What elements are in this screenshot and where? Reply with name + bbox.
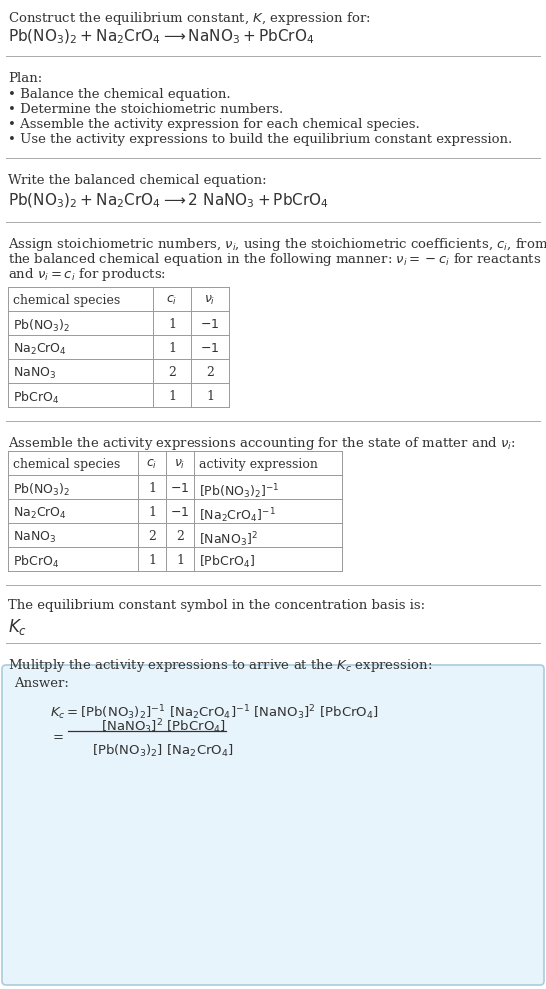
Text: $c_i$: $c_i$ <box>167 294 177 308</box>
FancyBboxPatch shape <box>2 665 544 985</box>
Text: 2: 2 <box>168 366 176 379</box>
Text: 1: 1 <box>148 554 156 567</box>
Text: Answer:: Answer: <box>14 677 69 690</box>
Text: the balanced chemical equation in the following manner: $\nu_i = -c_i$ for react: the balanced chemical equation in the fo… <box>8 251 541 268</box>
Text: and $\nu_i = c_i$ for products:: and $\nu_i = c_i$ for products: <box>8 266 166 283</box>
Text: $\mathrm{Pb(NO_3)_2}$: $\mathrm{Pb(NO_3)_2}$ <box>13 482 70 498</box>
Text: $\mathrm{PbCrO_4}$: $\mathrm{PbCrO_4}$ <box>13 554 60 570</box>
Text: activity expression: activity expression <box>199 458 318 471</box>
Text: 1: 1 <box>168 318 176 331</box>
Text: $[\mathrm{Pb(NO_3)_2}]\ [\mathrm{Na_2CrO_4}]$: $[\mathrm{Pb(NO_3)_2}]\ [\mathrm{Na_2CrO… <box>92 743 234 760</box>
Text: $K_c$: $K_c$ <box>8 617 27 637</box>
Text: • Assemble the activity expression for each chemical species.: • Assemble the activity expression for e… <box>8 118 420 131</box>
Text: 2: 2 <box>148 530 156 543</box>
Text: chemical species: chemical species <box>13 458 120 471</box>
Text: 2: 2 <box>206 366 214 379</box>
Text: Write the balanced chemical equation:: Write the balanced chemical equation: <box>8 174 266 187</box>
Text: $\nu_i$: $\nu_i$ <box>204 294 216 308</box>
Text: $\mathrm{Pb(NO_3)_2 + Na_2CrO_4 \longrightarrow NaNO_3 + PbCrO_4}$: $\mathrm{Pb(NO_3)_2 + Na_2CrO_4 \longrig… <box>8 28 314 46</box>
Text: $\mathrm{Na_2CrO_4}$: $\mathrm{Na_2CrO_4}$ <box>13 506 67 521</box>
Text: • Determine the stoichiometric numbers.: • Determine the stoichiometric numbers. <box>8 103 283 116</box>
Text: $\mathrm{Na_2CrO_4}$: $\mathrm{Na_2CrO_4}$ <box>13 342 67 357</box>
Text: $\mathrm{NaNO_3}$: $\mathrm{NaNO_3}$ <box>13 366 56 381</box>
Text: $-1$: $-1$ <box>200 318 219 331</box>
Text: 1: 1 <box>148 482 156 495</box>
Text: $\mathrm{PbCrO_4}$: $\mathrm{PbCrO_4}$ <box>13 390 60 406</box>
Text: Plan:: Plan: <box>8 72 42 85</box>
Text: 1: 1 <box>176 554 184 567</box>
Text: $c_i$: $c_i$ <box>146 458 158 471</box>
Text: Assign stoichiometric numbers, $\nu_i$, using the stoichiometric coefficients, $: Assign stoichiometric numbers, $\nu_i$, … <box>8 236 546 253</box>
Text: $-1$: $-1$ <box>200 342 219 355</box>
Text: Mulitply the activity expressions to arrive at the $K_c$ expression:: Mulitply the activity expressions to arr… <box>8 657 432 674</box>
Text: $K_c = [\mathrm{Pb(NO_3)_2}]^{-1}\ [\mathrm{Na_2CrO_4}]^{-1}\ [\mathrm{NaNO_3}]^: $K_c = [\mathrm{Pb(NO_3)_2}]^{-1}\ [\mat… <box>50 703 379 722</box>
Text: $[\mathrm{NaNO_3}]^{2}\ [\mathrm{PbCrO_4}]$: $[\mathrm{NaNO_3}]^{2}\ [\mathrm{PbCrO_4… <box>100 717 225 736</box>
Text: 1: 1 <box>168 390 176 403</box>
Text: chemical species: chemical species <box>13 294 120 307</box>
Text: • Balance the chemical equation.: • Balance the chemical equation. <box>8 88 230 101</box>
Text: $[\mathrm{PbCrO_4}]$: $[\mathrm{PbCrO_4}]$ <box>199 554 255 570</box>
Text: • Use the activity expressions to build the equilibrium constant expression.: • Use the activity expressions to build … <box>8 133 512 146</box>
Text: Assemble the activity expressions accounting for the state of matter and $\nu_i$: Assemble the activity expressions accoun… <box>8 435 516 452</box>
Text: 1: 1 <box>206 390 214 403</box>
Text: 1: 1 <box>148 506 156 519</box>
Text: The equilibrium constant symbol in the concentration basis is:: The equilibrium constant symbol in the c… <box>8 599 425 612</box>
Text: 1: 1 <box>168 342 176 355</box>
Text: 2: 2 <box>176 530 184 543</box>
Text: $-1$: $-1$ <box>170 482 189 495</box>
Text: $[\mathrm{NaNO_3}]^{2}$: $[\mathrm{NaNO_3}]^{2}$ <box>199 530 258 549</box>
Text: Construct the equilibrium constant, $K$, expression for:: Construct the equilibrium constant, $K$,… <box>8 10 371 27</box>
Text: $[\mathrm{Pb(NO_3)_2}]^{-1}$: $[\mathrm{Pb(NO_3)_2}]^{-1}$ <box>199 482 280 500</box>
Text: $-1$: $-1$ <box>170 506 189 519</box>
Text: $=$: $=$ <box>50 729 64 742</box>
Text: $\mathrm{NaNO_3}$: $\mathrm{NaNO_3}$ <box>13 530 56 545</box>
Text: $[\mathrm{Na_2CrO_4}]^{-1}$: $[\mathrm{Na_2CrO_4}]^{-1}$ <box>199 506 276 525</box>
Text: $\mathrm{Pb(NO_3)_2 + Na_2CrO_4 \longrightarrow 2\ NaNO_3 + PbCrO_4}$: $\mathrm{Pb(NO_3)_2 + Na_2CrO_4 \longrig… <box>8 192 329 211</box>
Text: $\mathrm{Pb(NO_3)_2}$: $\mathrm{Pb(NO_3)_2}$ <box>13 318 70 334</box>
Text: $\nu_i$: $\nu_i$ <box>174 458 186 471</box>
